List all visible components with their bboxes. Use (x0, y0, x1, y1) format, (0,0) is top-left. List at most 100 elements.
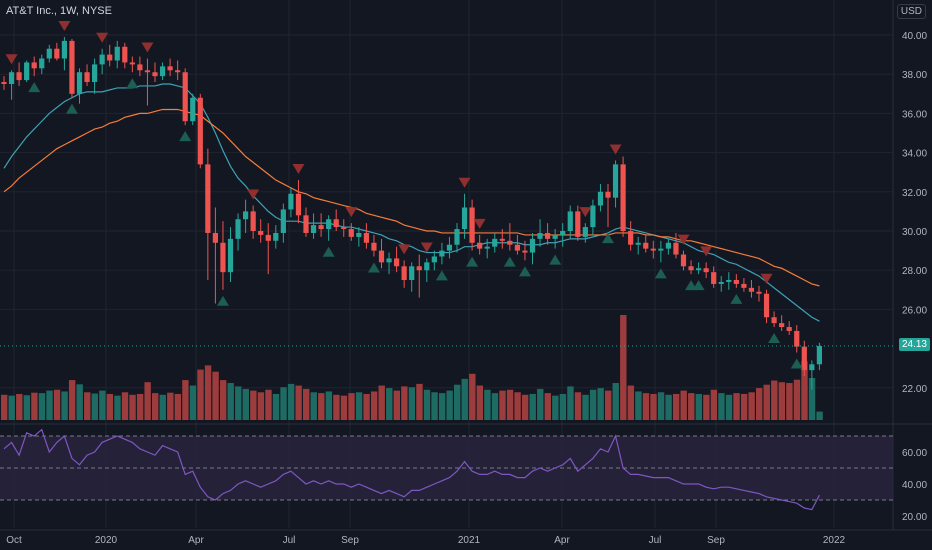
volume-bar (657, 392, 665, 420)
candle (612, 160, 619, 208)
volume-bar (808, 378, 816, 420)
volume-bar (363, 393, 370, 420)
candle (665, 238, 671, 255)
candle-body (99, 54, 105, 65)
volume-bar (423, 389, 431, 420)
volume-bar (582, 394, 589, 420)
candle-body (386, 258, 392, 263)
volume-bar (250, 390, 257, 420)
volume-bar (627, 385, 635, 420)
volume-bar (318, 393, 325, 420)
candle-body (763, 293, 770, 318)
candle (484, 238, 490, 259)
candle (84, 64, 90, 86)
volume-bar (257, 392, 265, 420)
candle-body (605, 191, 611, 198)
volume-bar (204, 365, 212, 420)
candle-body (144, 70, 151, 73)
volume-bar (401, 386, 408, 420)
candle (61, 36, 67, 71)
signal-up-arrow (503, 256, 516, 267)
currency-badge[interactable]: USD (896, 4, 926, 19)
candle-body (401, 266, 407, 280)
candle-body (809, 364, 815, 371)
volume-bar (197, 369, 204, 420)
rsi-tick-label: 40.00 (902, 480, 927, 491)
candle-body (643, 242, 649, 249)
time-tick-label: Oct (6, 535, 22, 546)
candle-body (39, 58, 45, 69)
candle-body (341, 227, 347, 230)
candle-body (46, 48, 52, 59)
price-tick-label: 26.00 (902, 305, 927, 316)
chart-title: AT&T Inc., 1W, NYSE (6, 5, 112, 17)
volume-bar (144, 382, 151, 420)
volume-bar (23, 395, 31, 420)
signal-up-arrow (518, 266, 531, 277)
candle (522, 240, 528, 261)
candle-body (461, 207, 468, 230)
candle-body (673, 242, 679, 255)
volume-bar (733, 393, 740, 420)
candle-body (665, 242, 671, 249)
candle-body (84, 72, 90, 83)
candle (492, 232, 498, 253)
volume-bar (76, 384, 83, 420)
price-tick-label: 32.00 (902, 188, 927, 199)
volume-bar (242, 388, 249, 420)
volume-bar (182, 380, 189, 420)
signal-down-arrow (141, 42, 154, 53)
candle-body (114, 46, 120, 61)
volume-bar (295, 385, 302, 420)
signal-up-arrow (790, 358, 803, 369)
volume-bar (1, 394, 8, 420)
candle-body (182, 72, 188, 122)
candle-body (243, 211, 249, 220)
candle (114, 40, 120, 69)
volume-bar (778, 382, 786, 420)
volume-bar (38, 393, 46, 420)
candle-body (371, 242, 377, 251)
candle-body (348, 229, 354, 237)
candle-body (273, 232, 279, 241)
candle (680, 250, 687, 271)
candle-body (771, 317, 777, 324)
rsi-series-line (3, 428, 820, 511)
signal-up-arrow (549, 254, 562, 265)
candle-body (779, 323, 785, 328)
candle (537, 219, 543, 247)
candle-body (54, 48, 60, 59)
volume-bar (227, 383, 234, 420)
candle (333, 209, 339, 231)
candle-body (363, 232, 369, 243)
candle-body (250, 211, 256, 231)
time-tick-label: Apr (554, 535, 570, 546)
candle (779, 315, 785, 331)
candle (529, 232, 536, 265)
volume-bar (454, 384, 461, 420)
candle-body (167, 66, 173, 71)
candle (273, 225, 279, 249)
volume-bar (688, 393, 695, 420)
candle (144, 58, 151, 106)
candle-body (175, 70, 181, 73)
candle-body (718, 281, 724, 284)
candle (469, 199, 475, 251)
candle-body (333, 219, 339, 228)
volume-bar (725, 394, 733, 420)
signal-down-arrow (458, 177, 471, 188)
volume-bar (189, 385, 197, 420)
candle-body (378, 250, 385, 263)
signal-up-arrow (685, 280, 698, 291)
volume-bar (461, 378, 468, 420)
candle-body (409, 266, 415, 280)
price-tick-label: 34.00 (902, 149, 927, 160)
volume-bar (710, 389, 718, 420)
volume-bar (212, 371, 219, 420)
candle (696, 262, 702, 275)
candle-body (69, 40, 75, 94)
candle (794, 325, 800, 353)
candle (514, 234, 520, 255)
candle (295, 180, 302, 224)
